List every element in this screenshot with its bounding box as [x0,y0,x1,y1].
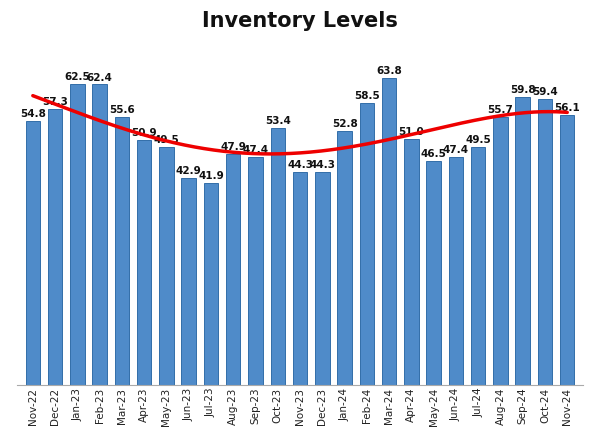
Text: 44.3: 44.3 [309,160,335,170]
Text: 49.5: 49.5 [154,135,179,145]
Text: 58.5: 58.5 [354,91,380,101]
Text: 55.7: 55.7 [488,105,514,115]
Bar [493,117,508,385]
Bar [359,103,374,385]
Bar [293,172,307,385]
Bar [92,84,107,385]
Bar [404,139,419,385]
Text: 47.9: 47.9 [220,142,246,153]
Bar [181,178,196,385]
Text: 47.4: 47.4 [443,145,469,155]
Bar [271,128,285,385]
Text: 53.4: 53.4 [265,116,291,126]
Bar [26,121,40,385]
Text: 62.4: 62.4 [86,73,113,83]
Text: 59.8: 59.8 [510,85,536,95]
Text: 44.3: 44.3 [287,160,313,170]
Bar [427,161,441,385]
Bar [560,115,574,385]
Bar [337,131,352,385]
Bar [538,99,552,385]
Text: 57.3: 57.3 [42,97,68,107]
Text: 52.8: 52.8 [332,119,358,129]
Text: 56.1: 56.1 [554,103,580,113]
Text: 51.0: 51.0 [398,128,424,137]
Text: 63.8: 63.8 [376,66,402,76]
Text: 42.9: 42.9 [176,166,202,177]
Bar [115,117,129,385]
Title: Inventory Levels: Inventory Levels [202,11,398,31]
Text: 55.6: 55.6 [109,105,135,115]
Bar [471,146,485,385]
Bar [48,109,62,385]
Text: 47.4: 47.4 [242,145,269,155]
Bar [248,156,263,385]
Text: 49.5: 49.5 [465,135,491,145]
Bar [226,154,241,385]
Text: 62.5: 62.5 [64,72,90,82]
Text: 46.5: 46.5 [421,149,446,159]
Bar [137,140,151,385]
Bar [382,78,397,385]
Text: 59.4: 59.4 [532,87,558,97]
Bar [204,183,218,385]
Text: 41.9: 41.9 [198,171,224,181]
Bar [515,97,530,385]
Bar [159,146,173,385]
Text: 54.8: 54.8 [20,109,46,119]
Text: 50.9: 50.9 [131,128,157,138]
Bar [315,172,329,385]
Bar [70,84,85,385]
Bar [449,156,463,385]
